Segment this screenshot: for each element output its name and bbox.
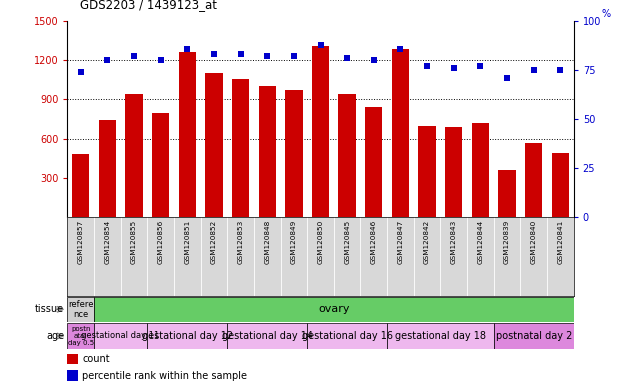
Bar [258,86,276,217]
Text: GSM120845: GSM120845 [344,219,350,263]
Text: GSM120846: GSM120846 [370,219,377,263]
Bar [94,323,147,349]
Text: refere
nce: refere nce [68,300,94,319]
Bar [494,323,574,349]
Text: GSM120841: GSM120841 [558,219,563,263]
Point [288,53,299,60]
Bar [67,371,78,381]
Point [449,65,459,71]
Bar [338,94,356,217]
Text: GDS2203 / 1439123_at: GDS2203 / 1439123_at [80,0,217,12]
Text: gestational day 14: gestational day 14 [222,331,313,341]
Point [342,55,353,61]
Point [209,51,219,58]
Text: GSM120842: GSM120842 [424,219,430,263]
Text: GSM120847: GSM120847 [397,219,403,263]
Text: GSM120855: GSM120855 [131,219,137,263]
Text: gestational day 16: gestational day 16 [302,331,393,341]
Point [156,57,166,63]
Text: GSM120849: GSM120849 [291,219,297,263]
Text: GSM120840: GSM120840 [531,219,537,263]
Bar [312,46,329,217]
Text: postn
atal
day 0.5: postn atal day 0.5 [67,326,94,346]
Text: age: age [46,331,64,341]
Bar [72,154,89,217]
Point [475,63,485,69]
Text: postnatal day 2: postnatal day 2 [495,331,572,341]
Point [262,53,272,60]
Text: GSM120856: GSM120856 [158,219,163,263]
Text: GSM120843: GSM120843 [451,219,457,263]
Bar [67,323,94,349]
Point [529,67,539,73]
Bar [205,73,222,217]
Bar [125,94,142,217]
Bar [472,123,489,217]
Point [102,57,112,63]
Text: ovary: ovary [318,304,349,314]
Bar [232,79,249,217]
Point [555,67,565,73]
Point [129,53,139,60]
Point [76,69,86,75]
Text: percentile rank within the sample: percentile rank within the sample [83,371,247,381]
Bar [99,120,116,217]
Text: GSM120857: GSM120857 [78,219,83,263]
Text: gestational day 18: gestational day 18 [395,331,486,341]
Bar [307,323,387,349]
Bar [445,127,462,217]
Bar [179,53,196,217]
Bar [419,126,436,217]
Text: GSM120844: GSM120844 [478,219,483,263]
Bar [227,323,307,349]
Point [395,45,406,51]
Text: GSM120852: GSM120852 [211,219,217,263]
Bar [365,107,383,217]
Bar [152,113,169,217]
Bar [525,143,542,217]
Bar [147,323,227,349]
Text: GSM120853: GSM120853 [238,219,244,263]
Bar [387,323,494,349]
Text: gestational day 11: gestational day 11 [81,331,160,341]
Point [182,45,192,51]
Text: GSM120850: GSM120850 [317,219,324,263]
Bar [67,354,78,364]
Point [422,63,432,69]
Bar [499,170,516,217]
Point [315,41,326,48]
Text: GSM120839: GSM120839 [504,219,510,263]
Point [235,51,246,58]
Text: gestational day 12: gestational day 12 [142,331,233,341]
Bar [552,153,569,217]
Text: %: % [601,9,611,19]
Point [502,75,512,81]
Text: tissue: tissue [35,304,64,314]
Text: count: count [83,354,110,364]
Text: GSM120848: GSM120848 [264,219,271,263]
Bar [67,297,94,322]
Point [369,57,379,63]
Bar [392,48,409,217]
Bar [285,90,303,217]
Text: GSM120851: GSM120851 [184,219,190,263]
Text: GSM120854: GSM120854 [104,219,110,263]
